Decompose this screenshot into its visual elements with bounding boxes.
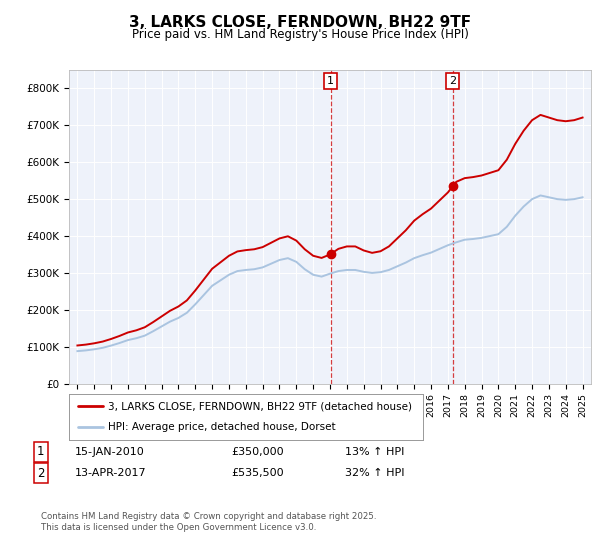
Text: 1: 1 bbox=[327, 76, 334, 86]
Text: Contains HM Land Registry data © Crown copyright and database right 2025.
This d: Contains HM Land Registry data © Crown c… bbox=[41, 512, 376, 532]
Text: 2: 2 bbox=[449, 76, 456, 86]
Text: 1: 1 bbox=[37, 445, 44, 459]
Text: 2: 2 bbox=[37, 466, 44, 480]
Text: HPI: Average price, detached house, Dorset: HPI: Average price, detached house, Dors… bbox=[108, 422, 335, 432]
Text: £350,000: £350,000 bbox=[231, 447, 284, 457]
Text: 32% ↑ HPI: 32% ↑ HPI bbox=[345, 468, 404, 478]
Text: 13-APR-2017: 13-APR-2017 bbox=[75, 468, 146, 478]
Text: 15-JAN-2010: 15-JAN-2010 bbox=[75, 447, 145, 457]
Text: 3, LARKS CLOSE, FERNDOWN, BH22 9TF: 3, LARKS CLOSE, FERNDOWN, BH22 9TF bbox=[129, 15, 471, 30]
Text: Price paid vs. HM Land Registry's House Price Index (HPI): Price paid vs. HM Land Registry's House … bbox=[131, 28, 469, 41]
Text: 3, LARKS CLOSE, FERNDOWN, BH22 9TF (detached house): 3, LARKS CLOSE, FERNDOWN, BH22 9TF (deta… bbox=[108, 401, 412, 411]
Text: 13% ↑ HPI: 13% ↑ HPI bbox=[345, 447, 404, 457]
Text: £535,500: £535,500 bbox=[231, 468, 284, 478]
